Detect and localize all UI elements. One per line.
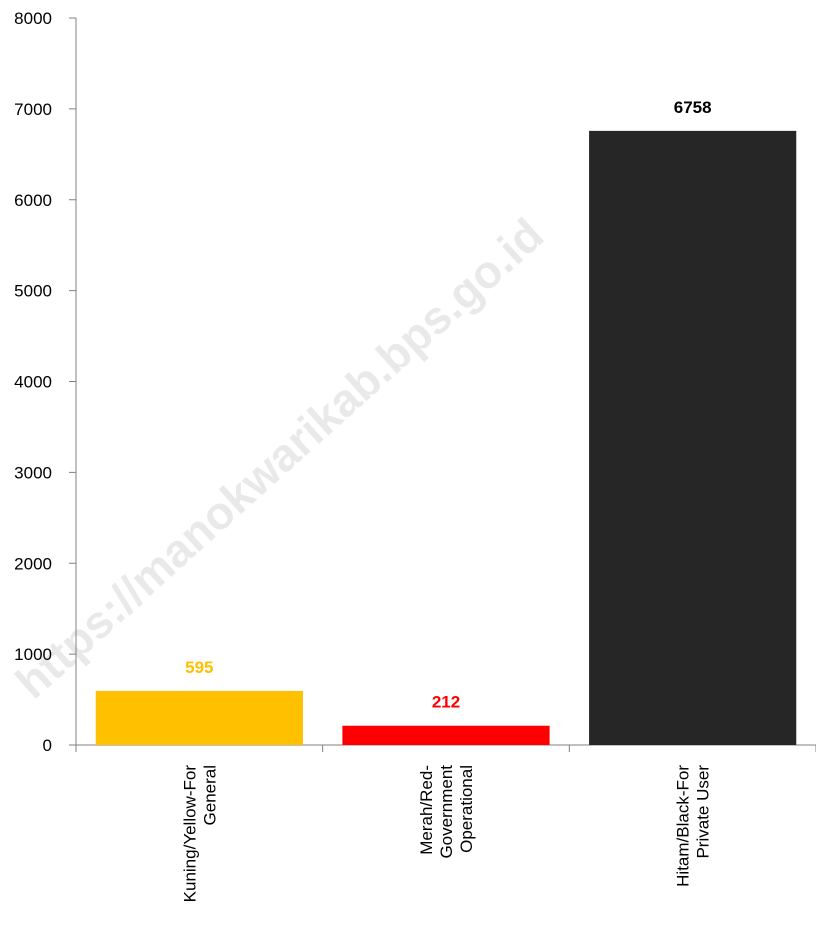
y-tick-label: 3000 (14, 463, 52, 482)
y-tick-label: 8000 (14, 9, 52, 28)
watermark: https://manokwarikab.bps.go.id (5, 208, 553, 708)
category-label-line: Private User (694, 765, 713, 859)
bar (342, 725, 550, 745)
bar (95, 690, 303, 745)
labels: 595 Kuning/Yellow-For General 212 Merah/Red-… (180, 98, 712, 902)
y-tick-label: 4000 (14, 373, 52, 392)
category-label-line: Hitam/Black-For (674, 765, 693, 887)
category-label: Kuning/Yellow-For General (180, 765, 219, 903)
y-tick-label: 5000 (14, 282, 52, 301)
y-tick-label: 0 (43, 736, 52, 755)
category-label: Merah/Red- Government Operational (417, 765, 476, 859)
category-label-line: Merah/Red- (417, 765, 436, 855)
data-label: 6758 (674, 98, 712, 117)
category-label: Hitam/Black-For Private User (674, 765, 713, 887)
category-label-line: Kuning/Yellow-For (180, 765, 199, 903)
category-label-line: Government (437, 765, 456, 859)
bar (589, 130, 797, 745)
axes: 0 1000 2000 3000 4000 5000 6000 7000 8000 (14, 9, 816, 755)
y-tick-label: 7000 (14, 100, 52, 119)
data-label: 595 (185, 658, 213, 677)
bars (95, 130, 797, 745)
category-label-line: General (200, 765, 219, 825)
category-label-line: Operational (457, 765, 476, 853)
data-label: 212 (432, 693, 460, 712)
y-tick-label: 6000 (14, 191, 52, 210)
y-tick-label: 2000 (14, 554, 52, 573)
y-tick-label: 1000 (14, 645, 52, 664)
